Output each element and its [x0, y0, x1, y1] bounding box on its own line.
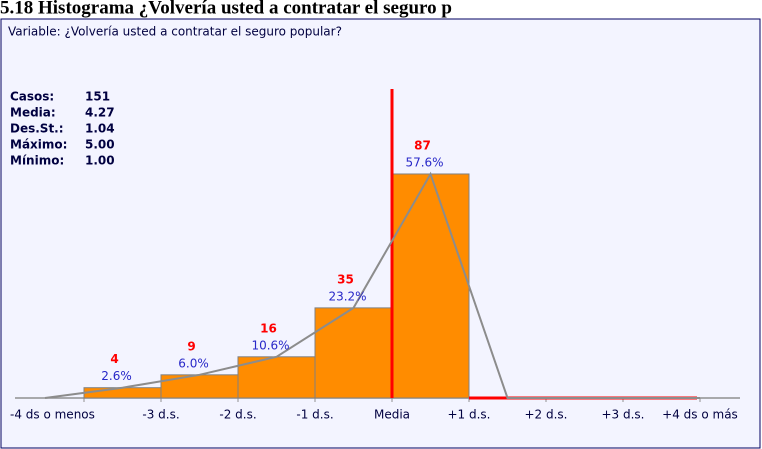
x-tick-label: Media: [374, 408, 410, 422]
x-tick-label: +1 d.s.: [447, 408, 490, 422]
stat-label: Casos:: [10, 90, 54, 104]
stat-value: 5.00: [85, 138, 115, 152]
stat-value: 1.00: [85, 154, 115, 168]
percent-label: 10.6%: [251, 338, 289, 352]
x-tick-label: +2 d.s.: [524, 408, 567, 422]
count-label: 16: [260, 321, 277, 335]
percent-label: 6.0%: [178, 356, 209, 370]
x-tick-label: +4 ds o más: [662, 408, 738, 422]
stat-label: Des.St.:: [10, 122, 64, 136]
count-label: 35: [337, 272, 354, 286]
x-tick-label: -2 d.s.: [219, 408, 256, 422]
frequency-polygon: [44, 171, 700, 399]
bar: [314, 307, 393, 399]
count-label: 87: [414, 138, 431, 152]
bar: [391, 173, 470, 399]
stat-value: 151: [85, 90, 110, 104]
subtitle: Variable: ¿Volvería usted a contratar el…: [8, 25, 342, 39]
percent-label: 2.6%: [101, 369, 132, 383]
x-tick-label: -3 d.s.: [142, 408, 179, 422]
stat-label: Máximo:: [10, 138, 67, 152]
percent-label: 57.6%: [405, 155, 443, 169]
chart-title: 5.18 Histograma ¿Volvería usted a contra…: [0, 0, 452, 18]
stat-label: Media:: [10, 106, 56, 120]
count-label: 4: [110, 352, 118, 366]
count-label: 9: [187, 339, 195, 353]
bar: [160, 374, 239, 399]
stat-label: Mínimo:: [10, 154, 64, 168]
stat-value: 1.04: [85, 122, 115, 136]
x-tick-label: -1 d.s.: [296, 408, 333, 422]
percent-label: 23.2%: [328, 289, 366, 303]
bar: [83, 387, 162, 399]
x-tick-label: -4 ds o menos: [10, 408, 95, 422]
stat-value: 4.27: [85, 106, 115, 120]
x-tick-label: +3 d.s.: [601, 408, 644, 422]
